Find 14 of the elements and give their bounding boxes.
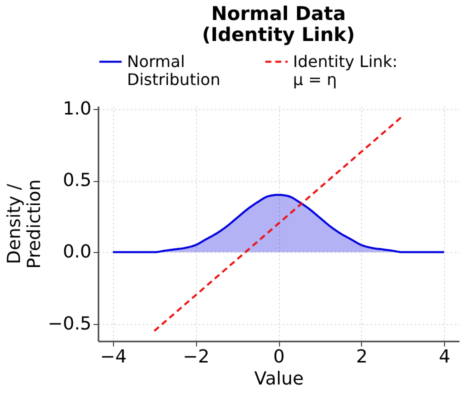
legend-label: Normal Distribution bbox=[127, 52, 220, 89]
y-tick-label: 1.0 bbox=[62, 98, 92, 120]
x-tick-label: −2 bbox=[182, 346, 210, 368]
y-axis-title: Density / Prediction bbox=[4, 179, 45, 269]
y-tick-label: −0.5 bbox=[48, 313, 92, 334]
x-axis-title: Value bbox=[254, 368, 304, 390]
legend-label: Identity Link: μ = η bbox=[293, 52, 398, 89]
x-tick-label: 0 bbox=[273, 346, 285, 368]
x-tick-label: 4 bbox=[438, 346, 450, 368]
x-tick-label: 2 bbox=[356, 346, 368, 368]
chart-title: Normal Data (Identity Link) bbox=[202, 3, 355, 46]
x-tick-label: −4 bbox=[100, 346, 127, 368]
y-tick-label: 0.5 bbox=[62, 170, 92, 192]
y-tick-label: 0.0 bbox=[62, 242, 92, 263]
